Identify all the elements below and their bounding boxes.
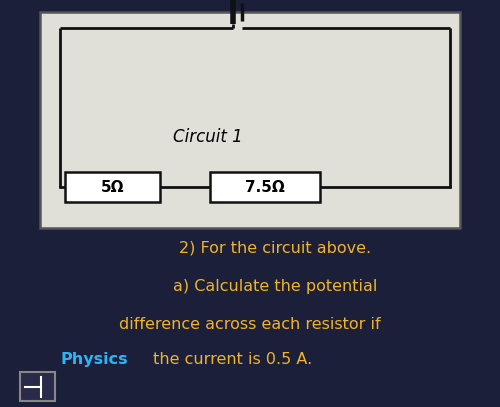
Text: a) Calculate the potential: a) Calculate the potential [173, 279, 377, 294]
Text: Circuit 1: Circuit 1 [173, 128, 243, 147]
Text: difference across each resistor if: difference across each resistor if [119, 317, 381, 333]
Text: 7.5Ω: 7.5Ω [245, 180, 285, 195]
Bar [210, 172, 320, 202]
Text: Physics: Physics [60, 352, 128, 367]
Text: 5Ω: 5Ω [101, 180, 124, 195]
Text: 2) For the circuit above.: 2) For the circuit above. [179, 240, 371, 255]
Bar [20, 372, 55, 401]
Bar [65, 172, 160, 202]
Text: the current is 0.5 A.: the current is 0.5 A. [148, 352, 312, 367]
Bar [40, 12, 460, 228]
